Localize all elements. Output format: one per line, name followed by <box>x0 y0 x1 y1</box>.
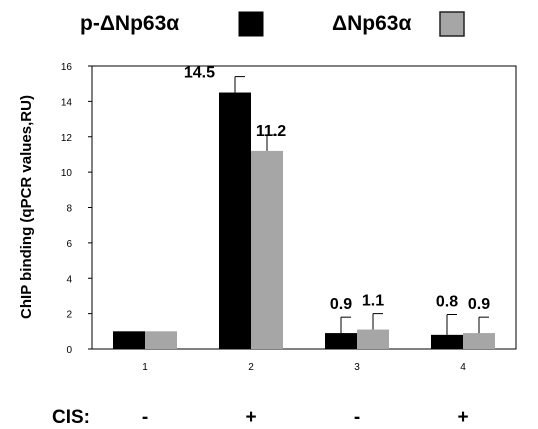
bar-value-label: 0.8 <box>436 294 458 311</box>
y-tick-label: 0 <box>66 345 72 356</box>
bars <box>113 92 495 349</box>
cis-label: CIS: <box>52 407 90 428</box>
bar-value-label: 1.1 <box>362 293 384 310</box>
legend-swatch-p-dnp63a <box>238 11 264 37</box>
bar-value-label: 14.5 <box>184 65 215 82</box>
y-tick-label: 8 <box>66 204 72 215</box>
cis-value: + <box>245 407 256 428</box>
bar <box>219 92 251 349</box>
x-axis-categories: 1 2 3 4 <box>142 362 466 373</box>
x-category-label: 2 <box>248 362 254 373</box>
bar-value-label: 0.9 <box>330 296 352 313</box>
bar <box>145 331 177 349</box>
error-bars <box>234 76 489 335</box>
bar-value-label: 0.9 <box>468 296 490 313</box>
bar <box>431 334 463 349</box>
cis-value: + <box>457 407 468 428</box>
bar <box>357 329 389 349</box>
y-tick-label: 12 <box>61 133 73 144</box>
legend-label-p-dnp63a: p-ΔNp63α <box>80 12 179 35</box>
bar <box>251 150 283 349</box>
bar <box>463 333 495 349</box>
bar <box>113 331 145 349</box>
y-tick-label: 2 <box>66 310 72 321</box>
y-tick-label: 16 <box>61 62 73 73</box>
y-tick-label: 14 <box>61 97 73 108</box>
x-category-label: 4 <box>460 362 466 373</box>
legend-label-dnp63a: ΔNp63α <box>332 12 411 35</box>
cis-value: - <box>142 407 148 428</box>
cis-value: - <box>354 407 360 428</box>
y-tick-label: 6 <box>66 239 72 250</box>
y-tick-label: 4 <box>66 274 72 285</box>
y-tick-label: 10 <box>61 168 73 179</box>
x-category-label: 1 <box>142 362 148 373</box>
cis-values: - + - + <box>142 407 469 428</box>
bar <box>325 333 357 349</box>
x-category-label: 3 <box>354 362 360 373</box>
bar-value-label: 11.2 <box>256 123 286 140</box>
y-axis-title: ChIP binding (qPCR values,RU) <box>18 95 35 319</box>
data-labels: 14.5 11.2 0.9 1.1 0.8 0.9 <box>184 65 490 314</box>
y-axis-ticks: 0 2 4 6 8 10 12 14 16 <box>61 62 92 356</box>
legend: p-ΔNp63α ΔNp63α <box>80 11 465 37</box>
legend-swatch-dnp63a <box>439 11 465 37</box>
